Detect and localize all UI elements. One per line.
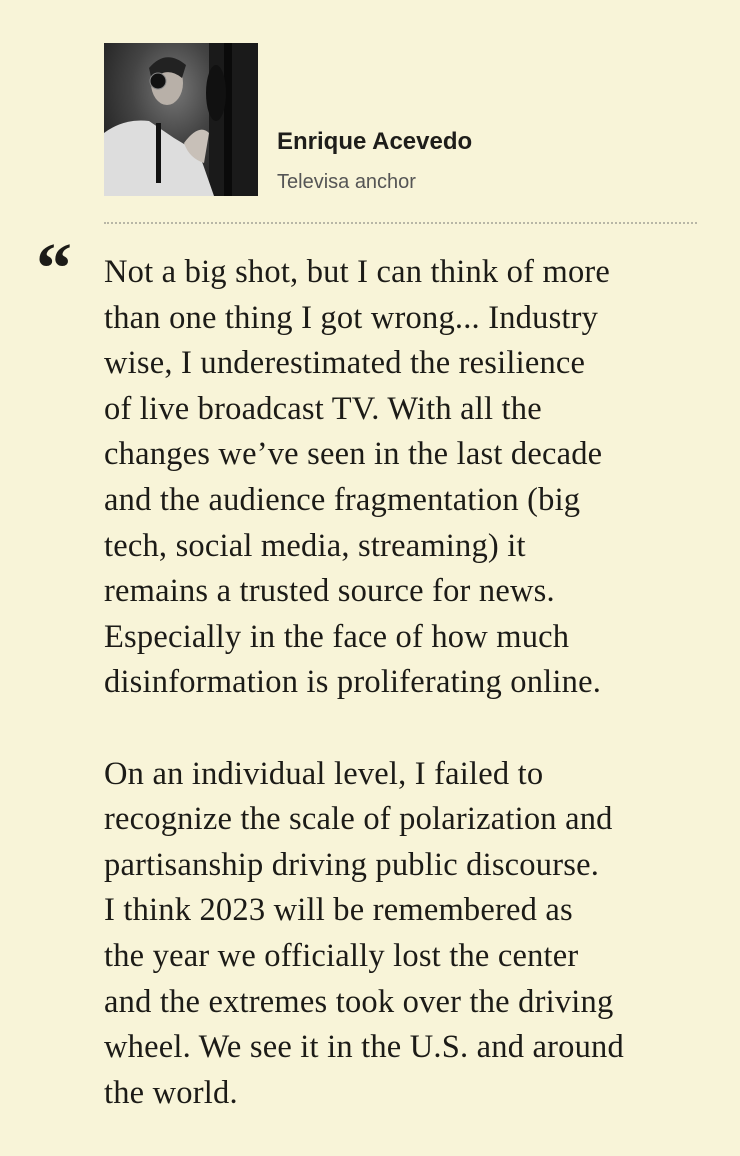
quote-line: wise, I underestimated the resilience xyxy=(104,345,586,382)
quote-mark-icon: “ xyxy=(36,228,72,308)
quote-line: and the audience fragmentation (big xyxy=(104,481,581,518)
quote-line: recognize the scale of polarization and xyxy=(104,801,613,838)
author-photo xyxy=(104,43,258,196)
quote-line: the world. xyxy=(104,1074,238,1111)
quote-line: than one thing I got wrong... Industry xyxy=(104,299,599,336)
author-name: Enrique Acevedo xyxy=(277,128,473,155)
author-role: Televisa anchor xyxy=(277,171,416,193)
quote-line: Not a big shot, but I can think of more xyxy=(104,254,611,290)
quote-line: disinformation is proliferating online. xyxy=(104,664,602,701)
quote-line: wheel. We see it in the U.S. and around xyxy=(104,1029,624,1066)
quote-line: changes we’ve seen in the last decade xyxy=(104,436,603,473)
quote-line: tech, social media, streaming) it xyxy=(104,527,526,564)
quote-line: On an individual level, I failed to xyxy=(104,755,544,792)
quote-line: of live broadcast TV. With all the xyxy=(104,390,542,427)
divider xyxy=(104,222,697,224)
quote-line: I think 2023 will be remembered as xyxy=(104,892,573,929)
quote-body: Not a big shot, but I can think of more t… xyxy=(104,250,624,1116)
quote-paragraph: Not a big shot, but I can think of more t… xyxy=(104,250,624,706)
quote-line: Especially in the face of how much xyxy=(104,618,570,655)
quote-line: remains a trusted source for news. xyxy=(104,573,555,610)
quote-line: the year we officially lost the center xyxy=(104,937,579,974)
quote-line: and the extremes took over the driving xyxy=(104,983,614,1020)
quote-line: partisanship driving public discourse. xyxy=(104,846,600,883)
quote-paragraph: On an individual level, I failed to recog… xyxy=(104,752,624,1117)
